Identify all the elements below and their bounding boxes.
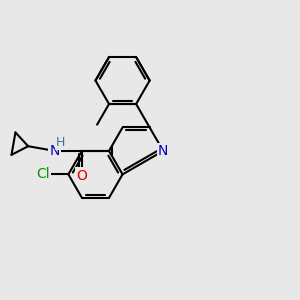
- Text: H: H: [56, 136, 65, 149]
- Text: N: N: [50, 144, 60, 158]
- Text: N: N: [158, 144, 168, 158]
- Text: O: O: [76, 169, 87, 183]
- Text: Cl: Cl: [36, 167, 50, 182]
